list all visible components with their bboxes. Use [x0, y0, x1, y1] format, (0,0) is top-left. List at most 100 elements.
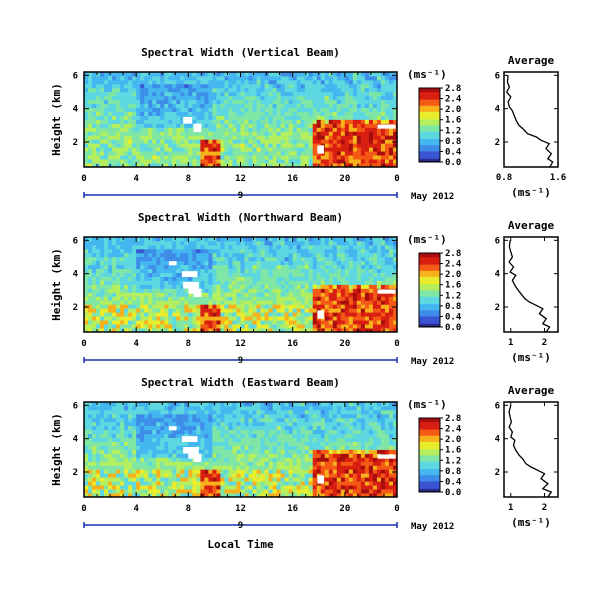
- colorbar-tick-label: 0.0: [445, 488, 461, 498]
- x-tick-label: 20: [339, 504, 350, 514]
- date-label: May 2012: [411, 357, 454, 367]
- x-tick-label: 8: [186, 174, 191, 184]
- x-tick-label: 4: [133, 339, 139, 349]
- colorbar-tick-label: 0.4: [445, 147, 462, 157]
- colorbar-tick-label: 2.4: [445, 425, 462, 435]
- average-y-tick-label: 6: [495, 71, 500, 81]
- colorbar-tick-label: 2.4: [445, 260, 462, 270]
- x-axis-label: Local Time: [207, 538, 274, 551]
- colorbar-tick-label: 0.4: [445, 312, 462, 322]
- heatmap: [84, 72, 398, 168]
- average-x-label: (ms⁻¹): [511, 351, 551, 364]
- average-frame: [503, 401, 559, 498]
- colorbar-tick-label: 1.6: [445, 116, 461, 126]
- panel-title: Spectral Width (Vertical Beam): [141, 46, 340, 59]
- panel-title: Spectral Width (Northward Beam): [138, 211, 343, 224]
- x-tick-label: 0: [81, 504, 86, 514]
- x-tick-label: 4: [133, 174, 139, 184]
- x-tick-label: 0: [394, 339, 399, 349]
- data-gap: [377, 289, 396, 294]
- panel-1: Spectral Width (Vertical Beam)0 4 8 12 16 20 0…: [50, 46, 566, 202]
- data-gap: [183, 447, 193, 454]
- average-panel: Average 2 4 6 1 2 (ms⁻¹): [495, 384, 559, 529]
- average-y-tick-label: 2: [495, 468, 500, 478]
- colorbar-tick-label: 1.2: [445, 291, 461, 301]
- average-y-tick-label: 6: [495, 401, 500, 411]
- colorbar-frame: [418, 417, 441, 493]
- average-profile-line: [505, 75, 554, 168]
- x-tick-label: 0: [394, 504, 399, 514]
- data-gap: [183, 117, 193, 124]
- heatmap: [84, 402, 398, 498]
- average-y-tick-label: 2: [495, 303, 500, 313]
- x-tick-label: 20: [339, 174, 350, 184]
- y-axis-label: Height (km): [50, 248, 63, 321]
- x-tick-label: 8: [186, 339, 191, 349]
- colorbar-tick-label: 0.8: [445, 467, 461, 477]
- date-label: May 2012: [411, 192, 454, 202]
- average-y-tick-label: 4: [495, 105, 501, 115]
- panel-3: Spectral Width (Eastward Beam)0 4 8 12 16 20 0…: [50, 376, 559, 532]
- x-tick-label: 12: [235, 504, 246, 514]
- average-frame: [503, 71, 559, 168]
- data-gap: [168, 261, 177, 266]
- data-gap: [193, 123, 202, 132]
- average-panel: Average 2 4 6 0.8 1.6 (ms⁻¹): [495, 54, 567, 199]
- colorbar: (ms⁻¹) 0.00.40.81.21.62.02.42.8: [407, 398, 462, 498]
- data-gap: [183, 282, 193, 289]
- average-x-tick-label: 1: [508, 338, 513, 348]
- data-gap: [188, 282, 199, 294]
- data-gap: [377, 454, 396, 459]
- day-marker: 9: [238, 191, 243, 201]
- x-tick-label: 20: [339, 339, 350, 349]
- data-gap: [377, 124, 396, 129]
- colorbar-tick-label: 2.4: [445, 95, 462, 105]
- y-tick-label: 4: [73, 105, 79, 115]
- colorbar: (ms⁻¹) 0.00.40.81.21.62.02.42.8: [407, 233, 462, 333]
- average-frame: [503, 236, 559, 333]
- average-x-tick-label: 2: [542, 338, 547, 348]
- y-tick-label: 4: [73, 435, 79, 445]
- data-gap: [317, 310, 324, 319]
- colorbar-frame: [418, 87, 441, 163]
- average-y-tick-label: 4: [495, 435, 501, 445]
- colorbar-tick-label: 2.8: [445, 249, 461, 259]
- y-tick-label: 2: [73, 468, 78, 478]
- x-tick-label: 12: [235, 174, 246, 184]
- y-tick-label: 6: [73, 401, 78, 411]
- colorbar-tick-label: 1.2: [445, 126, 461, 136]
- x-tick-label: 0: [81, 339, 86, 349]
- colorbar-tick-label: 2.8: [445, 84, 461, 94]
- data-gap: [168, 426, 177, 431]
- y-axis-label: Height (km): [50, 83, 63, 156]
- colorbar-tick-label: 0.8: [445, 302, 461, 312]
- data-gap: [317, 475, 324, 484]
- average-panel: Average 2 4 6 1 2 (ms⁻¹): [495, 219, 559, 364]
- colorbar-frame: [418, 252, 441, 328]
- data-gap: [317, 145, 324, 154]
- heatmap: [84, 237, 398, 333]
- y-tick-label: 6: [73, 71, 78, 81]
- average-x-tick-label: 2: [542, 503, 547, 513]
- y-tick-label: 6: [73, 236, 78, 246]
- data-gap: [181, 271, 198, 277]
- day-marker: 9: [238, 356, 243, 366]
- colorbar-tick-label: 2.0: [445, 270, 461, 280]
- colorbar-unit: (ms⁻¹): [407, 398, 447, 411]
- average-x-label: (ms⁻¹): [511, 186, 551, 199]
- x-tick-label: 16: [287, 504, 298, 514]
- panel-2: Spectral Width (Northward Beam)0 4 8 12 16 20…: [50, 211, 559, 367]
- colorbar-tick-label: 0.4: [445, 477, 462, 487]
- colorbar-unit: (ms⁻¹): [407, 233, 447, 246]
- y-tick-label: 2: [73, 138, 78, 148]
- average-y-tick-label: 2: [495, 138, 500, 148]
- average-x-tick-label: 1: [508, 503, 513, 513]
- average-title: Average: [508, 219, 555, 232]
- average-y-tick-label: 6: [495, 236, 500, 246]
- colorbar-tick-label: 1.6: [445, 446, 461, 456]
- colorbar-tick-label: 2.0: [445, 435, 461, 445]
- date-label: May 2012: [411, 522, 454, 532]
- average-profile-line: [508, 405, 553, 498]
- colorbar-tick-label: 0.0: [445, 158, 461, 168]
